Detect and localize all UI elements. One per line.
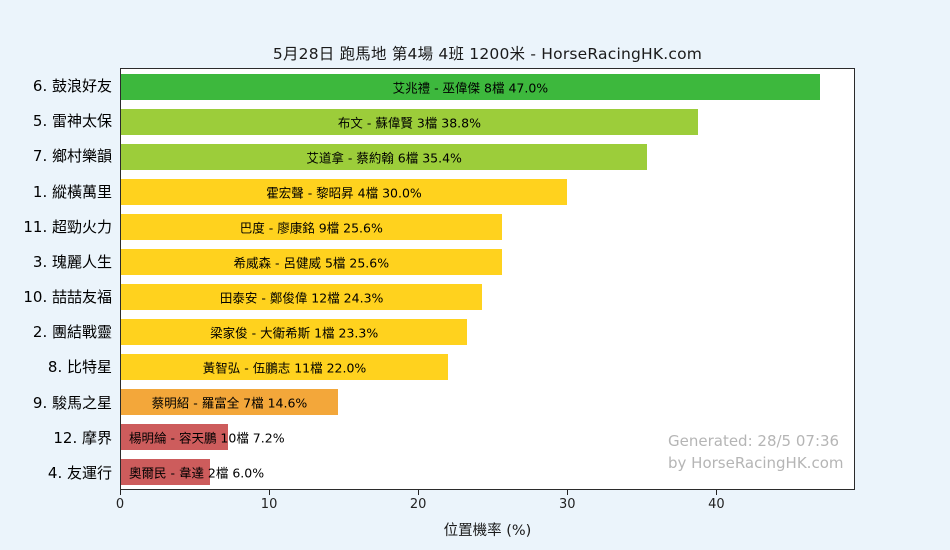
probability-bar <box>121 318 468 345</box>
category-label: 7. 鄉村樂韻 <box>32 147 112 166</box>
probability-bar <box>121 213 502 240</box>
bar-annotation: 霍宏聲 - 黎昭昇 4檔 30.0% <box>266 185 422 200</box>
x-tick-label: 30 <box>558 497 576 512</box>
category-label: 8. 比特星 <box>47 358 112 377</box>
probability-bar <box>121 108 698 135</box>
bar-annotation: 希威森 - 呂健威 5檔 25.6% <box>233 255 390 270</box>
category-label: 5. 雷神太保 <box>32 112 112 131</box>
bar-annotation: 黃智弘 - 伍鵬志 11檔 22.0% <box>202 360 367 375</box>
probability-bar <box>121 388 339 415</box>
x-tickmark <box>567 490 569 495</box>
watermark-line1: Generated: 28/5 07:36 <box>668 432 840 450</box>
probability-bar <box>121 353 449 380</box>
category-label: 12. 摩界 <box>53 428 112 447</box>
x-tick-label: 20 <box>409 497 427 512</box>
bar-annotation: 蔡明紹 - 羅富全 7檔 14.6% <box>151 395 308 410</box>
bar-row: 黃智弘 - 伍鵬志 11檔 22.0% <box>121 349 854 384</box>
x-tick-label: 0 <box>115 497 125 512</box>
x-tickmark <box>418 490 420 495</box>
bar-annotation: 艾道拿 - 蔡約翰 6檔 35.4% <box>306 150 462 165</box>
bar-row: 楊明綸 - 容天鵬 10檔 7.2% <box>121 419 854 454</box>
probability-bar <box>121 248 502 275</box>
category-label: 4. 友運行 <box>47 463 112 482</box>
category-label: 1. 縱橫萬里 <box>32 182 112 201</box>
bar-row: 奧爾民 - 韋達 2檔 6.0% <box>121 454 854 489</box>
category-label: 6. 鼓浪好友 <box>32 77 112 96</box>
watermark: Generated: 28/5 07:36 by HorseRacingHK.c… <box>668 430 843 474</box>
probability-bar <box>121 458 211 485</box>
bar-annotation: 田泰安 - 鄭俊偉 12檔 24.3% <box>219 290 384 305</box>
x-tickmark <box>716 490 718 495</box>
bar-annotation: 布文 - 蘇偉賢 3檔 38.8% <box>337 115 481 130</box>
category-label: 2. 團結戰靈 <box>32 323 112 342</box>
y-axis-category-labels: 6. 鼓浪好友 5. 雷神太保 7. 鄉村樂韻 1. 縱橫萬里 11. 超勁火力 3. 瑰… <box>0 68 112 490</box>
watermark-line2: by HorseRacingHK.com <box>668 454 844 472</box>
bar-annotation: 巴度 - 廖康銘 9檔 25.6% <box>239 220 383 235</box>
bar-row: 艾兆禮 - 巫偉傑 8檔 47.0% <box>121 69 854 104</box>
bar-row: 艾道拿 - 蔡約翰 6檔 35.4% <box>121 139 854 174</box>
bar-rows: 艾兆禮 - 巫偉傑 8檔 47.0% 布文 - 蘇偉賢 3檔 38.8% 艾道拿 -… <box>121 69 854 489</box>
plot-area: 艾兆禮 - 巫偉傑 8檔 47.0% 布文 - 蘇偉賢 3檔 38.8% 艾道拿 -… <box>120 68 855 490</box>
bar-annotation: 楊明綸 - 容天鵬 10檔 7.2% <box>129 430 285 445</box>
x-tickmark <box>120 490 121 495</box>
probability-bar <box>121 143 648 170</box>
bar-row: 蔡明紹 - 羅富全 7檔 14.6% <box>121 384 854 419</box>
category-label: 11. 超勁火力 <box>23 217 112 236</box>
x-axis-label: 位置機率 (%) <box>443 523 532 539</box>
bar-row: 希威森 - 呂健威 5檔 25.6% <box>121 244 854 279</box>
x-tickmark <box>269 490 271 495</box>
chart-title: 5月28日 跑馬地 第4場 4班 1200米 - HorseRacingHK.c… <box>272 45 703 63</box>
bar-annotation: 艾兆禮 - 巫偉傑 8檔 47.0% <box>392 80 549 95</box>
bar-annotation: 奧爾民 - 韋達 2檔 6.0% <box>129 465 265 480</box>
bar-row: 巴度 - 廖康銘 9檔 25.6% <box>121 209 854 244</box>
probability-bar <box>121 73 820 100</box>
category-label: 3. 瑰麗人生 <box>32 252 112 271</box>
x-axis-tickmarks <box>120 490 855 496</box>
probability-bar <box>121 423 229 450</box>
category-label: 10. 喆喆友福 <box>23 288 112 307</box>
x-tick-label: 40 <box>708 497 725 512</box>
x-axis-tick-labels: 0 10 20 30 40 <box>116 497 855 513</box>
x-tick-label: 10 <box>260 497 278 512</box>
category-label: 9. 駿馬之星 <box>32 393 112 412</box>
bar-annotation: 梁家俊 - 大衛希斯 1檔 23.3% <box>210 325 379 340</box>
probability-bar <box>121 283 483 310</box>
bar-row: 布文 - 蘇偉賢 3檔 38.8% <box>121 104 854 139</box>
bar-row: 田泰安 - 鄭俊偉 12檔 24.3% <box>121 279 854 314</box>
bar-row: 霍宏聲 - 黎昭昇 4檔 30.0% <box>121 174 854 209</box>
bar-row: 梁家俊 - 大衛希斯 1檔 23.3% <box>121 314 854 349</box>
probability-bar <box>121 178 568 205</box>
